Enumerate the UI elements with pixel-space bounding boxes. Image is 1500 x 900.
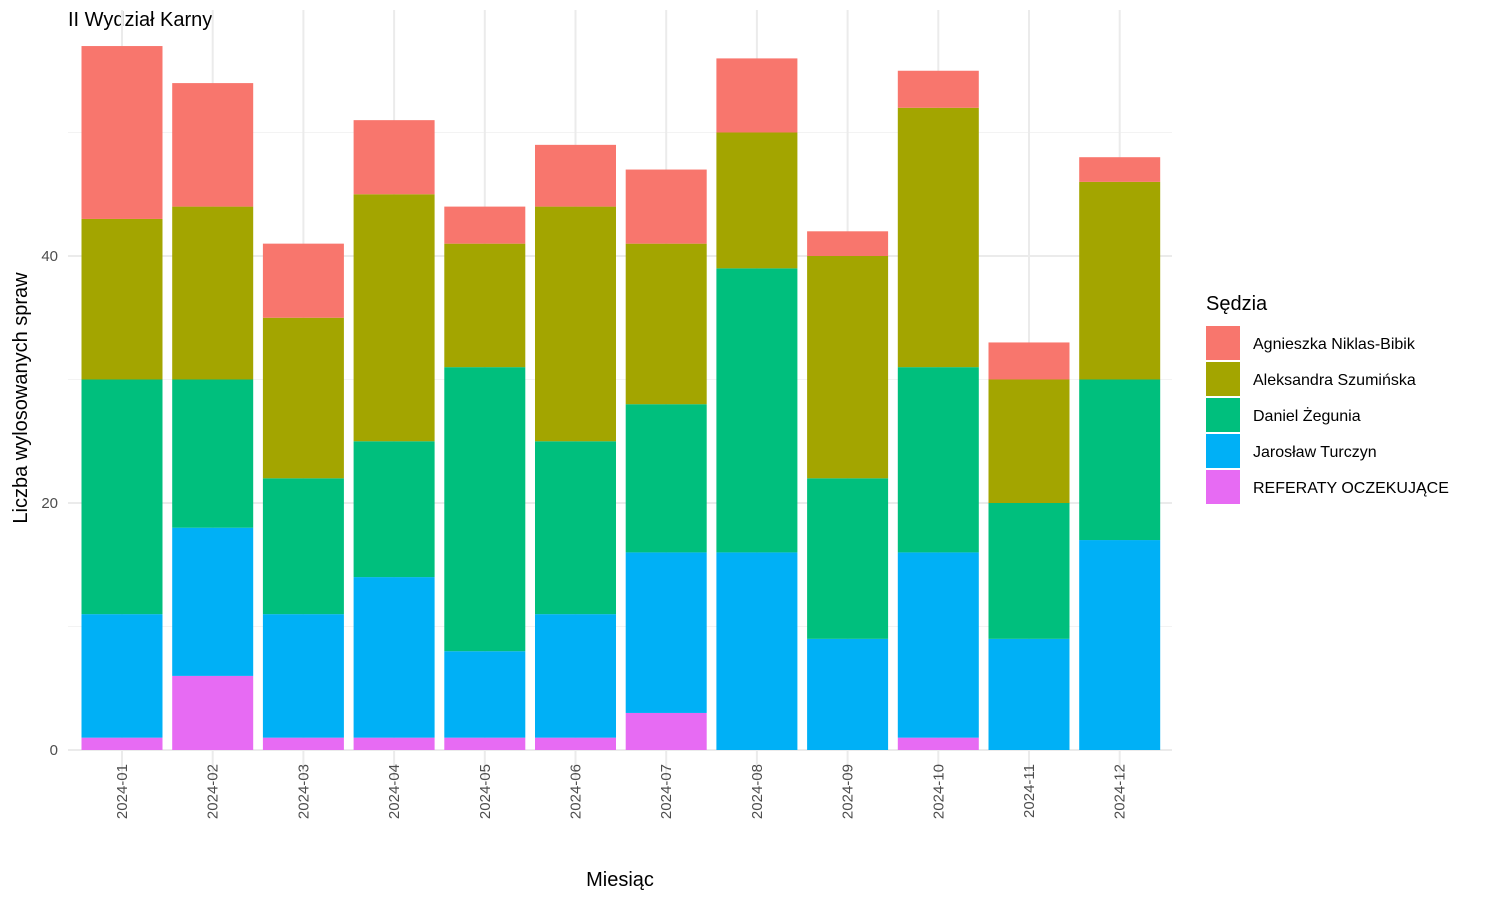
bar-segment: [81, 218, 163, 380]
bar-segment: [897, 737, 979, 750]
bar-segment: [535, 737, 616, 750]
bar-segment: [262, 317, 344, 479]
bar-segment: [1079, 379, 1161, 541]
bar-segment: [172, 206, 254, 380]
bar-segment: [172, 527, 254, 676]
x-tick-label: 2024-05: [477, 764, 494, 819]
bar-segment: [81, 46, 163, 219]
bar-segment: [353, 737, 435, 750]
bar-segment: [535, 144, 616, 207]
bar-segment: [625, 404, 707, 553]
legend-label: Aleksandra Szumińska: [1253, 372, 1416, 389]
bar-segment: [897, 107, 979, 368]
legend-swatch: [1206, 398, 1240, 432]
legend-label: Agnieszka Niklas-Bibik: [1253, 336, 1416, 353]
bar-segment: [988, 342, 1070, 380]
x-tick-label: 2024-12: [1112, 764, 1129, 819]
x-tick-label: 2024-02: [205, 764, 222, 819]
bar-segment: [897, 70, 979, 108]
bar-segment: [1079, 157, 1161, 182]
bar-segment: [625, 243, 707, 405]
legend-swatch: [1206, 362, 1240, 396]
x-tick-label: 2024-08: [749, 764, 766, 819]
bar-segment: [988, 379, 1070, 503]
x-tick-label: 2024-01: [114, 764, 131, 819]
legend-swatch: [1206, 434, 1240, 468]
bar-segment: [716, 552, 798, 750]
x-tick-label: 2024-06: [568, 764, 585, 819]
bar-segment: [444, 367, 526, 652]
bar-segment: [262, 243, 344, 318]
x-axis-ticks: 2024-01 2024-02 2024-03 2024-04 2024-05 2024-…: [114, 764, 1129, 819]
bar-segment: [535, 441, 616, 615]
bar-segment: [444, 651, 526, 738]
bar-segment: [353, 120, 435, 195]
bar-segment: [988, 503, 1070, 639]
bar-segment: [625, 712, 707, 750]
legend-label: REFERATY OCZEKUJĄCE: [1253, 480, 1449, 497]
bar-segment: [716, 132, 798, 269]
bar-segment: [444, 206, 526, 244]
y-tick-label: 0: [50, 742, 58, 759]
bar-segment: [172, 675, 254, 750]
y-tick-label: 40: [41, 248, 58, 265]
bar-segment: [716, 58, 798, 133]
x-tick-label: 2024-10: [930, 764, 947, 819]
bar-segment: [262, 737, 344, 750]
bar-segment: [262, 614, 344, 738]
bar-segment: [353, 441, 435, 578]
bar-segment: [807, 638, 889, 750]
x-tick-label: 2024-07: [658, 764, 675, 819]
legend-label: Jarosław Turczyn: [1253, 444, 1377, 461]
bar-segment: [535, 206, 616, 442]
y-axis-title: Liczba wylosowanych spraw: [10, 272, 32, 524]
x-tick-label: 2024-04: [386, 764, 403, 819]
legend-swatch: [1206, 326, 1240, 360]
bar-segment: [1079, 181, 1161, 380]
bar-segment: [444, 737, 526, 750]
bar-segment: [625, 552, 707, 713]
x-axis-title: Miesiąc: [586, 869, 654, 891]
y-axis-ticks: 0 20 40: [41, 248, 58, 759]
bar-segment: [444, 243, 526, 368]
bar-segment: [535, 614, 616, 738]
bar-segment: [807, 256, 889, 479]
bar-segment: [172, 83, 254, 207]
legend-swatch: [1206, 470, 1240, 504]
bars: [81, 46, 1161, 750]
bar-segment: [81, 737, 163, 750]
bar-segment: [262, 478, 344, 615]
bar-segment: [81, 379, 163, 615]
bar-segment: [353, 194, 435, 442]
bar-segment: [353, 577, 435, 738]
legend: Sędzia Agnieszka Niklas-Bibik Aleksandra …: [1206, 293, 1449, 504]
x-tick-label: 2024-11: [1021, 764, 1038, 818]
bar-segment: [807, 478, 889, 639]
bar-segment: [1079, 540, 1161, 750]
chart-title: II Wydział Karny: [68, 9, 212, 31]
x-tick-label: 2024-09: [840, 764, 857, 819]
bar-segment: [625, 169, 707, 244]
bar-segment: [897, 552, 979, 738]
legend-label: Daniel Żegunia: [1253, 406, 1361, 425]
bar-segment: [897, 367, 979, 553]
bar-segment: [988, 638, 1070, 750]
x-tick-label: 2024-03: [295, 764, 312, 819]
bar-segment: [716, 268, 798, 553]
legend-title: Sędzia: [1206, 293, 1268, 315]
y-tick-label: 20: [41, 495, 58, 512]
bar-segment: [81, 614, 163, 738]
bar-segment: [807, 231, 889, 256]
bar-segment: [172, 379, 254, 528]
